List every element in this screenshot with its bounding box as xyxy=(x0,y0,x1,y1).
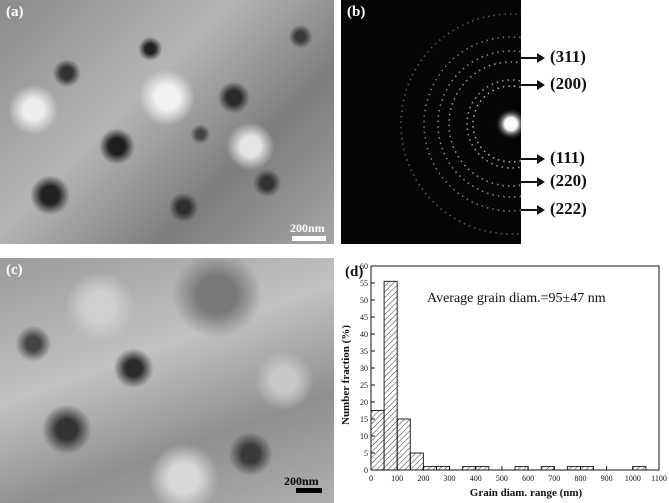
ring-arrow-220 xyxy=(521,177,545,187)
y-tick-label: 5 xyxy=(364,449,368,458)
y-tick-label: 35 xyxy=(360,347,368,356)
y-tick-label: 20 xyxy=(360,398,368,407)
x-tick-label: 0 xyxy=(369,474,373,483)
y-tick-label: 60 xyxy=(360,262,368,271)
x-tick-label: 200 xyxy=(417,474,429,483)
y-tick-label: 30 xyxy=(360,364,368,373)
chart-annotation: Average grain diam.=95±47 nm xyxy=(427,291,606,306)
scale-text-c: 200nm xyxy=(284,474,319,488)
y-tick-label: 50 xyxy=(360,296,368,305)
histogram-bar xyxy=(383,280,398,471)
scale-text-a: 200nm xyxy=(290,221,325,235)
panel-label-c: (c) xyxy=(6,262,23,278)
x-tick-label: 500 xyxy=(496,474,508,483)
ring-arrow-311 xyxy=(521,53,545,63)
y-axis-label: Number fraction (%) xyxy=(340,325,352,425)
y-tick-label: 45 xyxy=(360,313,368,322)
x-tick-label: 100 xyxy=(391,474,403,483)
histogram-bar xyxy=(566,466,581,471)
ring-label-222: (222) xyxy=(550,199,587,218)
x-tick-label: 900 xyxy=(601,474,613,483)
panel-label-d: (d) xyxy=(345,264,363,280)
x-tick-label: 400 xyxy=(470,474,482,483)
panel-label-b: (b) xyxy=(347,4,366,20)
histogram-bar xyxy=(475,466,490,471)
panel-label-a: (a) xyxy=(6,4,24,20)
ring-arrow-111 xyxy=(521,154,545,164)
histogram-bar xyxy=(580,466,594,471)
histogram-bar xyxy=(540,466,555,471)
histogram-bar xyxy=(514,466,529,471)
scale-bar-a xyxy=(292,236,326,241)
tem-micrograph-a: (a) 200nm xyxy=(0,0,334,244)
y-tick-label: 25 xyxy=(360,381,368,390)
grain-size-histogram: (d) 0 100 200 300 400 500 600 700 800 900 1000 1100… xyxy=(340,262,667,499)
histogram-bar xyxy=(632,466,647,471)
y-tick-label: 55 xyxy=(360,279,368,288)
histogram-bar xyxy=(436,466,450,471)
x-tick-label: 300 xyxy=(444,474,456,483)
y-tick-label: 10 xyxy=(360,432,368,441)
y-tick-label: 40 xyxy=(360,330,368,339)
histogram-bar xyxy=(462,466,477,471)
saed-pattern-b: (b) xyxy=(341,0,521,244)
tem-micrograph-c: (c) 200nm xyxy=(0,258,334,503)
diffraction-rings xyxy=(400,13,521,235)
ring-label-311: (311) xyxy=(550,47,586,66)
y-tick-label: 15 xyxy=(360,415,368,424)
y-tick-label: 0 xyxy=(364,466,368,475)
x-tick-label: 1000 xyxy=(625,474,641,483)
scale-bar-c xyxy=(296,488,322,493)
x-tick-label: 700 xyxy=(548,474,560,483)
ring-arrow-222 xyxy=(521,205,545,215)
x-tick-label: 600 xyxy=(522,474,534,483)
x-tick-label: 800 xyxy=(574,474,586,483)
x-axis-label: Grain diam. range (nm) xyxy=(470,487,583,499)
histogram-bar xyxy=(409,452,424,471)
histogram-bar xyxy=(422,466,437,471)
ring-label-220: (220) xyxy=(550,171,587,190)
ring-label-111: (111) xyxy=(550,148,585,167)
ring-arrow-200 xyxy=(521,80,545,90)
x-tick-label: 1100 xyxy=(651,474,667,483)
ring-label-200: (200) xyxy=(550,74,587,93)
histogram-bar xyxy=(396,418,411,471)
